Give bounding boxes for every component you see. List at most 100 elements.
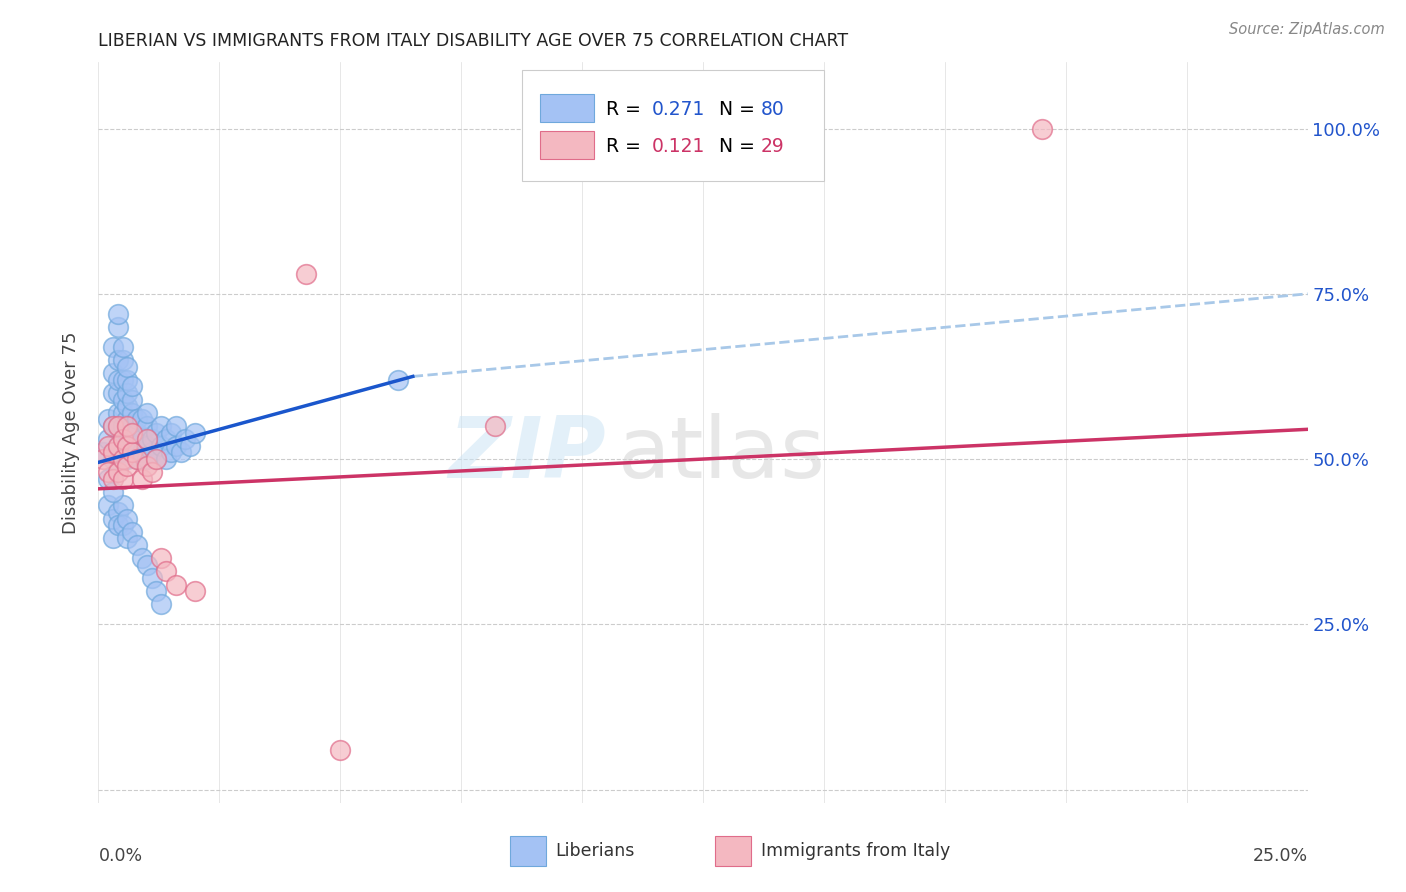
Point — [117, 386, 139, 401]
Point — [117, 359, 139, 374]
Point — [165, 419, 187, 434]
Point — [387, 373, 409, 387]
Point — [765, 121, 787, 136]
Point — [111, 352, 134, 367]
FancyBboxPatch shape — [540, 130, 595, 159]
Point — [107, 386, 129, 401]
Point — [121, 524, 143, 539]
Point — [111, 445, 134, 459]
Point — [150, 598, 173, 612]
Point — [127, 412, 149, 426]
Point — [101, 366, 124, 380]
Point — [127, 439, 149, 453]
Point — [111, 419, 134, 434]
Point — [117, 458, 139, 473]
Point — [91, 445, 114, 459]
Point — [141, 571, 163, 585]
Point — [131, 472, 153, 486]
Point — [117, 452, 139, 467]
Point — [169, 445, 191, 459]
Point — [179, 439, 201, 453]
FancyBboxPatch shape — [509, 836, 546, 866]
Point — [107, 465, 129, 479]
Point — [184, 425, 207, 440]
Point — [111, 340, 134, 354]
Point — [101, 340, 124, 354]
Point — [141, 432, 163, 446]
Text: Source: ZipAtlas.com: Source: ZipAtlas.com — [1229, 22, 1385, 37]
Point — [184, 584, 207, 599]
Point — [117, 412, 139, 426]
Point — [121, 419, 143, 434]
Point — [107, 439, 129, 453]
Point — [127, 538, 149, 552]
Point — [121, 379, 143, 393]
Point — [101, 472, 124, 486]
Point — [121, 406, 143, 420]
Text: 25.0%: 25.0% — [1253, 847, 1308, 865]
Point — [135, 458, 157, 473]
Point — [107, 505, 129, 519]
Point — [111, 452, 134, 467]
Point — [107, 319, 129, 334]
FancyBboxPatch shape — [716, 836, 751, 866]
Point — [117, 425, 139, 440]
Point — [101, 419, 124, 434]
FancyBboxPatch shape — [540, 94, 595, 121]
Point — [111, 518, 134, 533]
Point — [155, 452, 177, 467]
Point — [107, 307, 129, 321]
Point — [111, 392, 134, 407]
Point — [131, 445, 153, 459]
Text: Immigrants from Italy: Immigrants from Italy — [761, 842, 950, 860]
Point — [329, 743, 352, 757]
Text: N =: N = — [718, 100, 761, 119]
Point — [145, 425, 167, 440]
Text: 29: 29 — [761, 136, 785, 155]
Point — [145, 452, 167, 467]
Point — [101, 511, 124, 525]
Point — [160, 445, 183, 459]
Text: R =: R = — [606, 100, 647, 119]
Point — [101, 419, 124, 434]
Point — [97, 439, 120, 453]
Point — [117, 439, 139, 453]
Point — [107, 518, 129, 533]
Point — [131, 551, 153, 566]
Text: Liberians: Liberians — [555, 842, 636, 860]
Point — [91, 452, 114, 467]
Point — [107, 352, 129, 367]
Point — [165, 439, 187, 453]
Point — [97, 472, 120, 486]
Point — [141, 445, 163, 459]
Point — [121, 425, 143, 440]
Point — [121, 432, 143, 446]
Point — [107, 439, 129, 453]
Y-axis label: Disability Age Over 75: Disability Age Over 75 — [62, 331, 80, 534]
Point — [141, 465, 163, 479]
Point — [101, 452, 124, 467]
Point — [121, 445, 143, 459]
Point — [111, 432, 134, 446]
Text: ZIP: ZIP — [449, 413, 606, 496]
Text: 80: 80 — [761, 100, 785, 119]
Point — [135, 439, 157, 453]
Point — [117, 419, 139, 434]
Text: R =: R = — [606, 136, 647, 155]
Point — [111, 373, 134, 387]
Point — [117, 399, 139, 413]
Point — [155, 432, 177, 446]
Point — [111, 499, 134, 513]
Point — [150, 439, 173, 453]
Point — [117, 511, 139, 525]
Point — [117, 532, 139, 546]
Point — [127, 452, 149, 467]
Point — [97, 499, 120, 513]
Point — [1031, 121, 1053, 136]
Point — [160, 425, 183, 440]
Point — [131, 432, 153, 446]
Point — [131, 412, 153, 426]
Point — [127, 452, 149, 467]
Point — [101, 532, 124, 546]
Point — [135, 452, 157, 467]
